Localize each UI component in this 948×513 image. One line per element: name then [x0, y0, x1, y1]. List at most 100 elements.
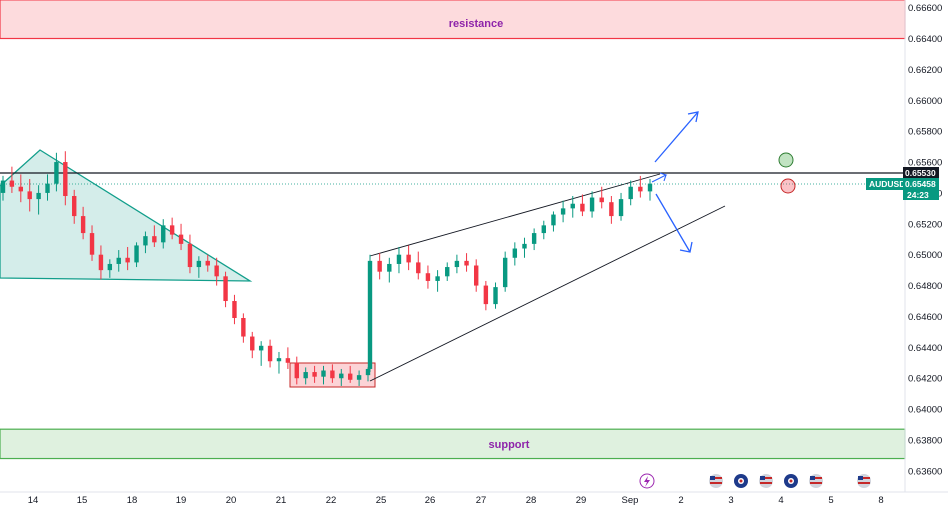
- candle-body[interactable]: [187, 243, 193, 268]
- small-arrow-icon: [651, 172, 668, 183]
- arrow-down-head-icon: [679, 241, 693, 253]
- candle-body[interactable]: [54, 162, 59, 184]
- candle-body[interactable]: [435, 276, 440, 281]
- candle-body[interactable]: [116, 257, 121, 264]
- candle-body[interactable]: [89, 233, 95, 255]
- candle-body[interactable]: [493, 287, 498, 305]
- candle-body[interactable]: [312, 372, 317, 377]
- candle-body[interactable]: [483, 285, 489, 305]
- green-circle-marker[interactable]: [778, 152, 794, 168]
- support-zone[interactable]: [0, 428, 906, 460]
- candle-body[interactable]: [638, 186, 643, 192]
- candle-body[interactable]: [560, 208, 566, 215]
- candle-body[interactable]: [356, 375, 362, 380]
- candle-body[interactable]: [580, 203, 585, 212]
- candle-body[interactable]: [502, 257, 508, 288]
- candle-body[interactable]: [232, 301, 237, 319]
- candle-body[interactable]: [178, 234, 184, 244]
- candle-body[interactable]: [36, 192, 41, 200]
- y-axis[interactable]: 0.66600 0.66400 0.66200 0.66000 0.65800 0.656…: [904, 0, 942, 492]
- candle-body[interactable]: [223, 276, 228, 302]
- red-circle-marker[interactable]: [780, 178, 796, 194]
- candle-body[interactable]: [258, 345, 264, 351]
- candle-body[interactable]: [18, 186, 24, 192]
- candle-body[interactable]: [367, 260, 373, 369]
- candle-body[interactable]: [214, 265, 219, 277]
- candle-body[interactable]: [0, 180, 6, 193]
- candle-body[interactable]: [267, 345, 273, 362]
- us-flag-icon[interactable]: [857, 474, 871, 488]
- candle-body[interactable]: [250, 336, 255, 351]
- wedge-upper-line[interactable]: [369, 173, 661, 257]
- candle-body[interactable]: [445, 267, 450, 277]
- candle-body[interactable]: [72, 196, 77, 217]
- symbol-tag-text: AUDUSD: [869, 179, 905, 189]
- candle-body[interactable]: [276, 358, 282, 362]
- candle-body[interactable]: [27, 191, 32, 200]
- candle-body[interactable]: [347, 373, 353, 380]
- y-tick-label: 0.65000: [908, 250, 942, 261]
- candle-body[interactable]: [416, 262, 421, 274]
- candle-body[interactable]: [365, 368, 371, 376]
- us-flag-icon[interactable]: [709, 474, 723, 488]
- candle-body[interactable]: [406, 254, 411, 263]
- lightning-icon[interactable]: [639, 473, 655, 489]
- wedge-lower-line[interactable]: [369, 205, 726, 382]
- candle-body[interactable]: [330, 370, 335, 379]
- candle-body[interactable]: [321, 370, 326, 377]
- candle-body[interactable]: [134, 245, 139, 263]
- candle-body[interactable]: [618, 199, 624, 217]
- au-flag-icon[interactable]: [784, 474, 798, 488]
- candle-body[interactable]: [98, 254, 104, 271]
- candle-body[interactable]: [241, 318, 246, 337]
- candle-body[interactable]: [647, 183, 653, 192]
- candle-body[interactable]: [377, 260, 382, 272]
- x-tick-label: 20: [226, 495, 237, 506]
- candle-body[interactable]: [522, 243, 527, 249]
- triangle-pattern[interactable]: [0, 149, 253, 282]
- candle-body[interactable]: [387, 263, 392, 272]
- us-flag-icon[interactable]: [759, 474, 773, 488]
- au-flag-icon[interactable]: [734, 474, 748, 488]
- candle-body[interactable]: [45, 183, 50, 193]
- candle-body[interactable]: [339, 373, 344, 379]
- candle-body[interactable]: [609, 202, 614, 217]
- candle-body[interactable]: [599, 197, 604, 203]
- candle-body[interactable]: [196, 260, 202, 268]
- candle-body[interactable]: [551, 214, 556, 226]
- arrow-up-icon[interactable]: [654, 111, 699, 163]
- price-tags: 0.65530 AUDUSD 0.65458 24:23: [866, 167, 939, 200]
- candle-body[interactable]: [464, 260, 469, 266]
- candle-body[interactable]: [628, 186, 633, 200]
- x-axis[interactable]: 14 15 18 19 20 21 22 25 26 27 28 29 Sep 2 3 4 5 8: [0, 491, 948, 506]
- candle-body[interactable]: [541, 225, 546, 234]
- candle-body[interactable]: [80, 216, 86, 234]
- candle-body[interactable]: [205, 260, 210, 266]
- candle-body[interactable]: [285, 358, 291, 363]
- candle-body[interactable]: [107, 263, 113, 271]
- candle-body[interactable]: [152, 236, 157, 243]
- candle-body[interactable]: [570, 203, 575, 209]
- candle-body[interactable]: [169, 225, 175, 235]
- candle-body[interactable]: [396, 254, 402, 264]
- arrow-down-icon[interactable]: [655, 193, 691, 253]
- candle-body[interactable]: [512, 248, 518, 258]
- candle-body[interactable]: [425, 273, 431, 281]
- candle-body[interactable]: [9, 180, 15, 187]
- candle-body[interactable]: [143, 236, 148, 246]
- zones-layer: [0, 0, 906, 460]
- candle-body[interactable]: [531, 233, 537, 244]
- candle-body[interactable]: [125, 257, 130, 263]
- us-flag-icon[interactable]: [809, 474, 823, 488]
- candle-body[interactable]: [454, 260, 460, 268]
- candle-body[interactable]: [161, 225, 166, 243]
- x-tick-label: 25: [376, 495, 387, 506]
- y-tick-label: 0.65800: [908, 127, 942, 138]
- candle-body[interactable]: [63, 162, 68, 197]
- y-tick-label: 0.66400: [908, 34, 942, 45]
- candle-body[interactable]: [294, 362, 299, 379]
- candle-body[interactable]: [303, 372, 308, 379]
- candle-body[interactable]: [474, 265, 479, 286]
- candle-body[interactable]: [589, 197, 595, 212]
